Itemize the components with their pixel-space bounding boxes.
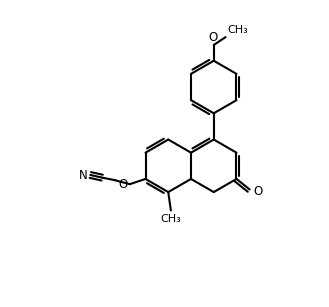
Text: CH₃: CH₃ [161, 214, 181, 224]
Text: O: O [209, 31, 218, 44]
Text: CH₃: CH₃ [227, 25, 248, 36]
Text: O: O [119, 178, 128, 191]
Text: O: O [253, 185, 262, 198]
Text: N: N [79, 169, 88, 181]
